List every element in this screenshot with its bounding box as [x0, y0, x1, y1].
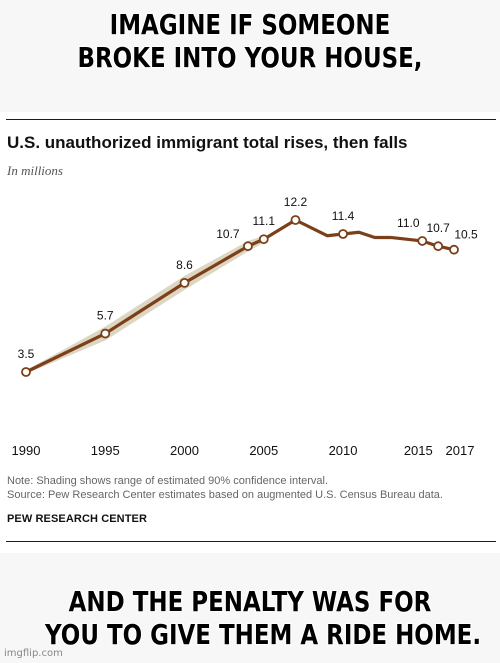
- data-point: [21, 367, 31, 377]
- data-point: [258, 234, 269, 245]
- data-point: [243, 241, 253, 252]
- data-label-layer: 3.5 5.7 8.6 10.7 11.1 12.2 11.4 11.0 10.7 10.5: [18, 195, 478, 361]
- x-tick-label: 2017: [446, 443, 475, 458]
- top-caption: IMAGINE IF SOMEONE BROKE INTO YOUR HOUSE…: [45, 8, 455, 74]
- top-caption-line-1: IMAGINE IF SOMEONE: [109, 8, 391, 41]
- chart-source: Source: Pew Research Center estimates ba…: [7, 489, 443, 501]
- x-tick-label: 2005: [249, 443, 278, 458]
- top-caption-band: [0, 0, 500, 112]
- data-point: [338, 229, 348, 239]
- data-point: [100, 328, 111, 339]
- x-tick-label: 2010: [329, 443, 358, 458]
- data-point: [179, 277, 190, 288]
- bottom-caption: AND THE PENALTY WAS FOR YOU TO GIVE THEM…: [45, 585, 482, 651]
- chart-bottom-rule: [6, 541, 496, 542]
- data-point: [433, 241, 444, 252]
- data-label: 10.5: [454, 228, 478, 242]
- data-label: 3.5: [18, 347, 35, 361]
- chart-top-rule: [6, 119, 496, 120]
- top-caption-line-2: BROKE INTO YOUR HOUSE,: [77, 41, 423, 74]
- x-tick-label: 1995: [91, 443, 120, 458]
- data-point: [449, 244, 459, 255]
- data-point: [417, 236, 428, 246]
- bottom-caption-line-1: AND THE PENALTY WAS FOR: [68, 585, 432, 618]
- data-label: 11.4: [332, 209, 355, 223]
- data-label: 12.2: [284, 195, 308, 209]
- chart-note: Note: Shading shows range of estimated 9…: [7, 475, 329, 487]
- x-axis-tick-labels: 1990 1995 2000 2005 2010 2015 2017: [12, 443, 475, 458]
- pew-research-brand: PEW RESEARCH CENTER: [7, 513, 148, 525]
- series-line-layer: [24, 218, 456, 374]
- data-label: 5.7: [97, 309, 114, 323]
- chart-title: U.S. unauthorized immigrant total rises,…: [7, 133, 408, 152]
- data-point-layer: [21, 215, 459, 377]
- imgflip-watermark: imgflip.com: [4, 648, 63, 659]
- data-label: 8.6: [176, 258, 193, 272]
- data-label: 10.7: [216, 227, 240, 241]
- bottom-caption-line-2: YOU TO GIVE THEM A RIDE HOME.: [45, 618, 482, 651]
- data-label: 10.7: [426, 221, 450, 235]
- chart-subtitle: In millions: [7, 163, 63, 178]
- data-label: 11.0: [397, 216, 420, 230]
- bottom-caption-band: [0, 553, 500, 663]
- x-tick-label: 1990: [12, 443, 41, 458]
- data-point: [290, 215, 301, 225]
- data-label: 11.1: [253, 214, 276, 228]
- series-line: [24, 218, 456, 374]
- x-tick-label: 2015: [404, 443, 433, 458]
- x-tick-label: 2000: [170, 443, 199, 458]
